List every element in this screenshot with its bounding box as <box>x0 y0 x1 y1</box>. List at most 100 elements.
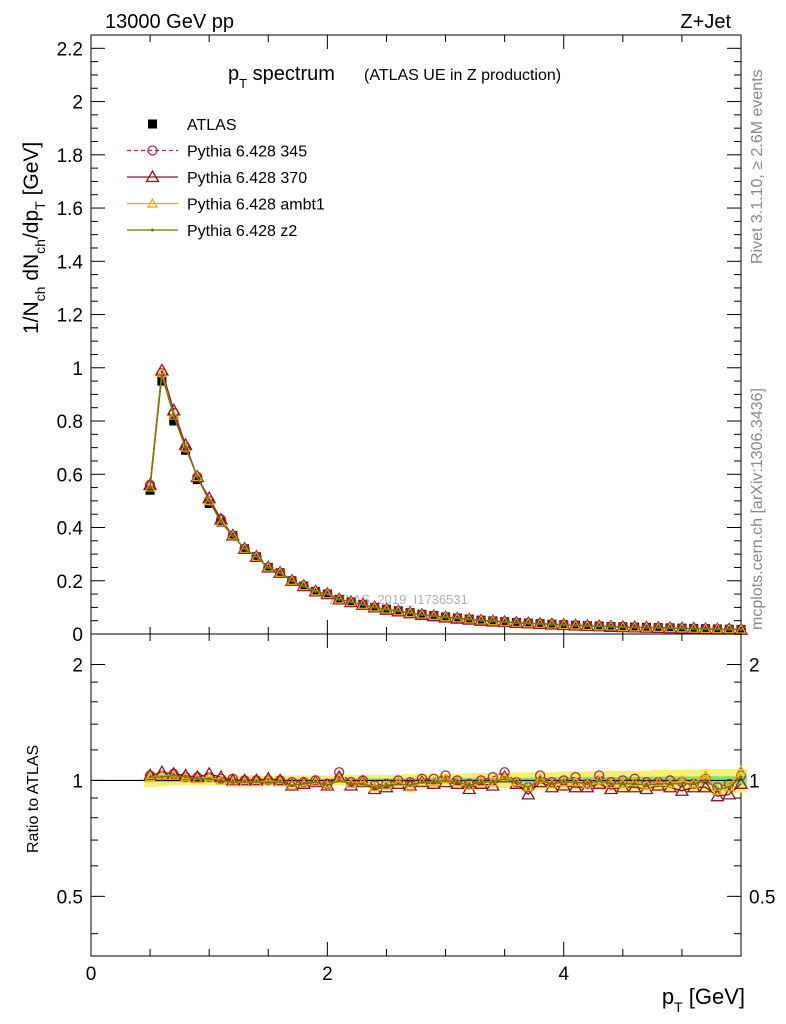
ylabel-c-sub: T <box>32 201 48 210</box>
main-point <box>609 625 613 629</box>
main-point <box>237 541 252 554</box>
ratio-point <box>156 769 168 780</box>
main-point <box>191 471 203 482</box>
ratio-series <box>142 764 749 802</box>
ratio-y-tick-label: 2 <box>72 655 83 676</box>
main-point <box>639 620 654 633</box>
legend-label: ATLAS <box>187 117 237 134</box>
main-point <box>261 560 276 573</box>
main-point <box>184 446 188 450</box>
main-point <box>585 624 589 628</box>
ratio-point <box>503 777 507 781</box>
main-point <box>526 621 530 625</box>
main-point <box>384 608 388 612</box>
main-point <box>325 592 329 596</box>
main-point <box>172 414 176 418</box>
main-point <box>491 619 495 623</box>
main-point <box>148 486 152 490</box>
ratio-point <box>384 784 388 788</box>
main-point <box>249 549 264 562</box>
ratio-frame <box>90 633 742 957</box>
ratio-y-tick-label: 1 <box>72 771 83 792</box>
main-panel: 00.20.40.60.811.21.41.61.822.2 ATLAS_201… <box>20 34 749 646</box>
ratio-point <box>550 782 554 786</box>
main-point <box>254 555 258 559</box>
main-point <box>538 622 542 626</box>
main-point <box>142 477 158 491</box>
ratio-point <box>556 778 571 791</box>
title-sub: T <box>239 76 247 91</box>
ratio-point <box>172 773 176 777</box>
main-point <box>692 627 696 631</box>
main-y-axis: 0 0.2 0.4 0.6 0.8 1 1.2 1.4 1.6 1.8 2 2.2 <box>57 39 741 646</box>
main-point <box>203 495 215 505</box>
main-line-2 <box>149 370 742 631</box>
main-point <box>644 626 648 630</box>
main-point <box>169 416 179 426</box>
y-tick-label: 0 <box>72 625 83 646</box>
main-point <box>213 512 229 525</box>
y-tick-label: 0.6 <box>57 465 83 486</box>
title-rest: spectrum <box>247 63 335 85</box>
ratio-point <box>355 774 370 788</box>
ratio-y-tick-label: 0.5 <box>57 887 83 908</box>
main-point <box>202 490 217 504</box>
energy-label: 13000 GeV pp <box>105 11 234 33</box>
ratio-point <box>715 787 719 791</box>
ratio-point <box>656 782 660 786</box>
ratio-point <box>733 776 749 789</box>
ratio-point <box>633 782 637 786</box>
ratio-point <box>585 782 589 786</box>
xlabel-p: p <box>662 984 674 1009</box>
main-point <box>432 614 436 618</box>
main-point <box>314 589 318 593</box>
ratio-point <box>408 784 412 788</box>
ylabel-b: dN <box>20 254 43 287</box>
ratio-y-tick-label-right: 0.5 <box>749 887 775 908</box>
ylabel-d: [GeV] <box>20 142 43 202</box>
y-tick-label: 1.2 <box>57 306 83 327</box>
ratio-point <box>166 766 181 780</box>
ratio-point <box>325 784 329 788</box>
ratio-point <box>462 781 477 795</box>
main-point <box>503 620 507 624</box>
main-point <box>180 441 192 452</box>
main-point <box>686 621 701 634</box>
ratio-point <box>432 780 436 784</box>
ratio-point <box>475 775 487 786</box>
main-point <box>455 616 459 620</box>
main-point <box>243 547 247 551</box>
main-point <box>145 485 155 495</box>
main-point <box>181 445 191 455</box>
ratio-point <box>455 780 459 784</box>
ylabel-c: /dp <box>20 210 43 239</box>
main-point <box>739 627 743 631</box>
ratio-point <box>499 771 511 782</box>
ratio-point <box>467 784 471 788</box>
ratio-point <box>349 782 353 786</box>
ratio-point <box>722 787 737 800</box>
ratio-point <box>692 782 696 786</box>
main-point <box>361 603 365 607</box>
ratio-point <box>711 785 723 795</box>
ratio-point <box>262 774 274 785</box>
ratio-point <box>485 778 500 791</box>
main-point <box>668 626 672 630</box>
legend-label: Pythia 6.428 ambt1 <box>187 197 325 214</box>
ratio-point <box>272 773 288 786</box>
x-tick-label: 4 <box>558 964 569 985</box>
x-tick-label: 2 <box>322 964 333 985</box>
ratio-point <box>497 769 512 783</box>
main-series <box>142 363 749 635</box>
main-point <box>349 600 353 604</box>
xlabel-sub: T <box>674 999 683 1015</box>
ratio-point <box>333 773 345 783</box>
legend: ATLAS Pythia 6.428 345 Pythia 6.428 370 Pyt… <box>127 117 325 240</box>
ratio-point <box>662 779 678 793</box>
ratio-point <box>219 778 223 782</box>
ratio-point <box>644 784 648 788</box>
rivet-label: Rivet 3.1.10, ≥ 2.6M events <box>749 69 766 264</box>
ratio-point <box>735 764 747 775</box>
main-point <box>562 623 566 627</box>
main-y-label: 1/Nch dNch/dpT [GeV] <box>20 142 48 334</box>
